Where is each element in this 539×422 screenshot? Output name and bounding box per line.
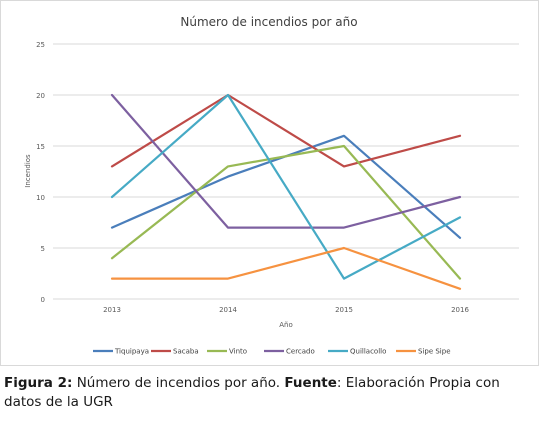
legend-label: Quillacollo bbox=[350, 348, 386, 356]
figure-label: Figura 2: bbox=[4, 375, 73, 391]
y-axis-label: Incendios bbox=[24, 154, 32, 188]
legend-label: Sacaba bbox=[173, 348, 199, 356]
series-line-sacaba bbox=[110, 93, 462, 168]
x-tick-label: 2014 bbox=[219, 306, 237, 314]
series-line-vinto bbox=[110, 144, 462, 280]
chart-frame: 0 5 10 15 20 25 2013 2014 2015 2016 Tiquipaya Saca… bbox=[0, 0, 539, 366]
legend-label: Vinto bbox=[229, 348, 247, 356]
chart-title: Número de incendios por año bbox=[180, 15, 357, 29]
y-tick-label: 25 bbox=[36, 41, 45, 49]
series-line-sipe-sipe bbox=[110, 246, 462, 290]
legend-label: Tiquipaya bbox=[114, 348, 149, 356]
y-tick-label: 15 bbox=[36, 143, 45, 151]
y-tick-label: 20 bbox=[36, 92, 45, 100]
y-tick-label: 0 bbox=[41, 296, 45, 304]
series-line-cercado bbox=[110, 93, 462, 229]
series-line-quillacollo bbox=[110, 93, 462, 280]
x-tick-label: 2015 bbox=[335, 306, 353, 314]
line-chart: 0 5 10 15 20 25 2013 2014 2015 2016 Tiquipaya Saca… bbox=[24, 15, 519, 356]
source-label: Fuente bbox=[284, 375, 337, 391]
figure-caption: Figura 2: Número de incendios por año. F… bbox=[4, 374, 534, 412]
x-tick-label: 2013 bbox=[103, 306, 121, 314]
legend-label: Sipe Sipe bbox=[418, 348, 451, 356]
y-tick-label: 10 bbox=[36, 194, 45, 202]
legend-label: Cercado bbox=[286, 348, 315, 356]
x-axis-label: Año bbox=[279, 321, 293, 329]
source-text: : Elaboración Propia con datos de la UGR bbox=[4, 375, 500, 410]
figure-text: Número de incendios por año. bbox=[76, 375, 281, 391]
x-tick-label: 2016 bbox=[451, 306, 469, 314]
y-tick-label: 5 bbox=[41, 245, 45, 253]
